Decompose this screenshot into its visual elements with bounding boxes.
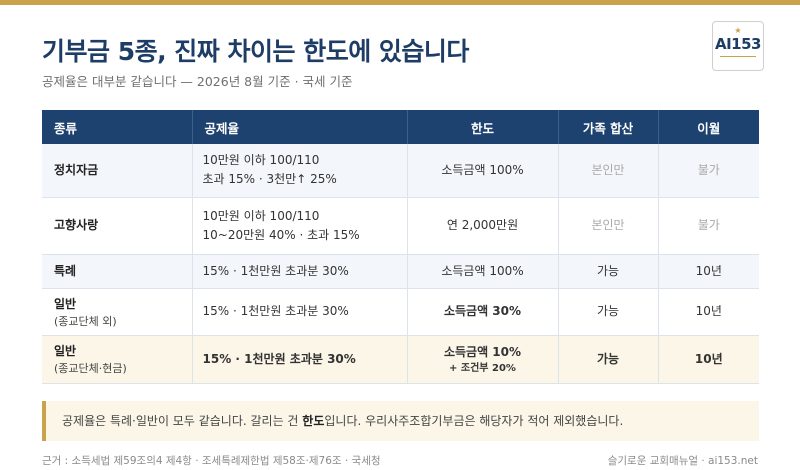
footer-brand: 슬기로운 교회매뉴얼 · ai153.net	[607, 455, 758, 467]
row-kind: 특례	[42, 254, 193, 289]
row-carry: 불가	[658, 144, 759, 198]
row-limit: 소득금액 100%	[407, 254, 559, 289]
row-kind: 일반 (종교단체·현금)	[42, 335, 193, 384]
logo-text: AI153	[714, 35, 762, 53]
row-carry: 10년	[658, 254, 759, 289]
callout-text-after: 입니다. 우리사주조합기부금은 해당자가 적어 제외했습니다.	[324, 414, 624, 428]
row-family: 본인만	[558, 197, 659, 255]
table-row: 특례 15% · 1천만원 초과분 30% 소득금액 100% 가능 10년	[42, 254, 759, 289]
page-subtitle: 공제율은 대부분 같습니다 — 2026년 8월 기준 · 국세 기준	[42, 74, 353, 89]
row-kind: 고향사랑	[42, 197, 193, 255]
row-carry: 10년	[658, 335, 759, 384]
table-header-row: 종류 공제율 한도 가족 합산 이월	[42, 110, 759, 144]
page-title: 기부금 5종, 진짜 차이는 한도에 있습니다	[42, 37, 469, 66]
row-limit: 소득금액 10% + 조건부 20%	[407, 335, 559, 384]
column-header-kind: 종류	[42, 110, 193, 144]
source-citation: 근거 : 소득세법 제59조의4 제4항 · 조세특례제한법 제58조·제76조…	[42, 455, 381, 467]
row-kind: 일반 (종교단체 외)	[42, 288, 193, 336]
row-family: 가능	[558, 335, 659, 384]
column-header-limit: 한도	[407, 110, 559, 144]
row-limit: 소득금액 30%	[407, 288, 559, 336]
column-header-carry: 이월	[658, 110, 759, 144]
row-kind-sub: (종교단체 외)	[54, 314, 117, 328]
row-family: 가능	[558, 288, 659, 336]
row-limit-note: + 조건부 20%	[449, 363, 516, 374]
row-limit: 연 2,000만원	[407, 197, 559, 255]
row-rate: 10만원 이하 100/110 10~20만원 40% · 초과 15%	[192, 197, 408, 255]
column-header-rate: 공제율	[192, 110, 408, 144]
row-kind: 정치자금	[42, 144, 193, 198]
logo-underline	[720, 56, 756, 57]
callout-emphasis: 한도	[302, 414, 325, 428]
row-kind-sub: (종교단체·현금)	[54, 362, 127, 375]
star-icon: ★	[734, 26, 742, 35]
table-row: 정치자금 10만원 이하 100/110 초과 15% · 3천만↑ 25% 소득…	[42, 144, 759, 198]
row-carry: 불가	[658, 197, 759, 255]
row-rate: 15% · 1천만원 초과분 30%	[192, 288, 408, 336]
row-family: 가능	[558, 254, 659, 289]
row-rate: 15% · 1천만원 초과분 30%	[192, 254, 408, 289]
table-row-highlighted: 일반 (종교단체·현금) 15% · 1천만원 초과분 30% 소득금액 10%…	[42, 335, 759, 384]
summary-callout: 공제율은 특례·일반이 모두 같습니다. 갈리는 건 한도입니다. 우리사주조합…	[42, 401, 759, 441]
row-limit: 소득금액 100%	[407, 144, 559, 198]
row-family: 본인만	[558, 144, 659, 198]
row-rate: 10만원 이하 100/110 초과 15% · 3천만↑ 25%	[192, 144, 408, 198]
top-accent-bar	[0, 0, 800, 5]
table-row: 일반 (종교단체 외) 15% · 1천만원 초과분 30% 소득금액 30% …	[42, 288, 759, 336]
column-header-family: 가족 합산	[558, 110, 659, 144]
callout-text-before: 공제율은 특례·일반이 모두 같습니다. 갈리는 건	[62, 414, 303, 428]
brand-logo: ★ AI153	[712, 21, 764, 71]
row-rate: 15% · 1천만원 초과분 30%	[192, 335, 408, 384]
table-row: 고향사랑 10만원 이하 100/110 10~20만원 40% · 초과 15%…	[42, 197, 759, 255]
row-carry: 10년	[658, 288, 759, 336]
donation-comparison-table: 종류 공제율 한도 가족 합산 이월 정치자금 10만원 이하 100/110 초…	[42, 110, 759, 384]
